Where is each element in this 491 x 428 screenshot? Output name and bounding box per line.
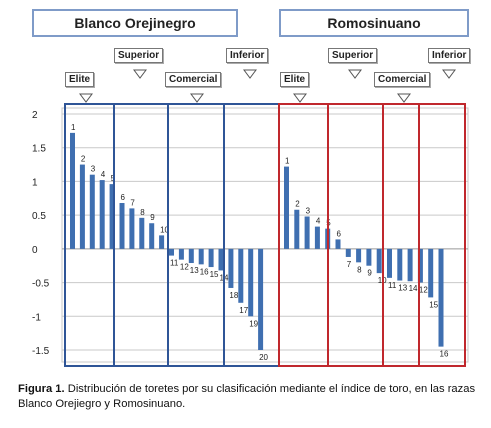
callout-arrow	[348, 69, 362, 79]
data-label: 15	[210, 270, 219, 279]
data-label: 1	[71, 123, 76, 132]
data-label: 4	[101, 170, 106, 179]
callout-arrow	[293, 93, 307, 103]
bar	[198, 248, 204, 265]
data-label: 13	[190, 266, 199, 275]
bar	[248, 248, 254, 317]
bar	[89, 174, 95, 249]
label-superior-right: Superior	[328, 48, 378, 63]
data-label: 9	[150, 213, 155, 222]
bar	[345, 248, 351, 257]
figure-caption: Figura 1. Distribución de toretes por su…	[18, 382, 480, 412]
bar	[438, 248, 444, 347]
callout-arrow	[133, 69, 147, 79]
y-tick-label: 2	[32, 110, 38, 121]
header-blanco-orejinegro: Blanco Orejinegro	[32, 9, 238, 37]
data-label: 4	[316, 217, 321, 226]
data-label: 6	[121, 193, 126, 202]
label-inferior-left: Inferior	[226, 48, 269, 63]
callout-arrow	[442, 69, 456, 79]
y-tick-label: 0.5	[32, 211, 46, 222]
bar	[366, 248, 372, 266]
bar	[258, 248, 264, 350]
callout-arrow	[190, 93, 204, 103]
bar	[79, 164, 85, 249]
bar	[407, 248, 413, 282]
y-tick-label: -1.5	[32, 346, 50, 357]
bar	[428, 248, 434, 298]
data-label: 6	[337, 229, 342, 238]
bar	[178, 248, 184, 260]
bar	[314, 226, 320, 249]
bar	[417, 248, 423, 283]
data-label: 2	[81, 155, 86, 164]
caption-text: Distribución de toretes por su clasifica…	[18, 383, 476, 410]
data-label: 3	[306, 206, 311, 215]
data-label: 2	[295, 200, 300, 209]
data-label: 7	[130, 198, 135, 207]
data-label: 16	[200, 267, 209, 276]
bar	[99, 180, 105, 249]
bar	[294, 209, 300, 249]
label-elite-left: Elite	[65, 72, 95, 87]
bar	[109, 184, 115, 249]
bar	[159, 235, 165, 249]
bar	[149, 223, 155, 249]
data-label: 16	[440, 350, 449, 359]
bar	[208, 248, 214, 268]
bar	[139, 217, 145, 249]
data-label: 7	[347, 260, 352, 269]
bar	[70, 132, 75, 249]
data-label: 12	[180, 263, 189, 272]
data-label: 20	[259, 353, 268, 362]
data-label: 17	[239, 306, 248, 315]
data-label: 13	[398, 284, 407, 293]
y-tick-label: -0.5	[32, 279, 50, 290]
label-comercial-right: Comercial	[374, 72, 431, 87]
data-label: 1	[285, 157, 290, 166]
data-label: 15	[429, 300, 438, 309]
data-label: 11	[388, 281, 397, 290]
data-label: 10	[160, 225, 169, 234]
label-comercial-left: Comercial	[165, 72, 222, 87]
data-label: 19	[249, 319, 258, 328]
data-label: 8	[140, 208, 145, 217]
bar	[335, 239, 341, 249]
callout-arrow	[243, 69, 257, 79]
data-label: 8	[357, 265, 362, 274]
bar	[397, 248, 403, 281]
bar	[387, 248, 392, 278]
data-label: 11	[170, 259, 179, 268]
bar	[169, 248, 174, 256]
label-superior-left: Superior	[114, 48, 164, 63]
data-label: 3	[91, 165, 96, 174]
data-label: 12	[419, 286, 428, 295]
bar	[218, 248, 224, 271]
caption-label: Figura 1.	[18, 383, 65, 395]
bar	[129, 208, 135, 249]
data-label: 9	[367, 269, 372, 278]
group-frame-romosinuano	[278, 103, 466, 367]
y-tick-label: 1.5	[32, 144, 46, 155]
y-tick-label: 0	[32, 245, 38, 256]
bar	[284, 166, 289, 249]
y-tick-label: 1	[32, 177, 38, 188]
data-label: 14	[409, 284, 418, 293]
bar	[238, 248, 244, 303]
y-tick-label: -1	[32, 312, 41, 323]
bar	[119, 203, 125, 249]
header-romosinuano: Romosinuano	[279, 9, 469, 37]
bar	[356, 248, 362, 263]
bar	[304, 216, 310, 249]
bar	[228, 248, 234, 288]
bar	[376, 248, 382, 274]
bar	[188, 248, 194, 264]
label-inferior-right: Inferior	[428, 48, 471, 63]
callout-arrow	[79, 93, 93, 103]
data-label: 18	[229, 291, 238, 300]
callout-arrow	[397, 93, 411, 103]
label-elite-right: Elite	[280, 72, 310, 87]
